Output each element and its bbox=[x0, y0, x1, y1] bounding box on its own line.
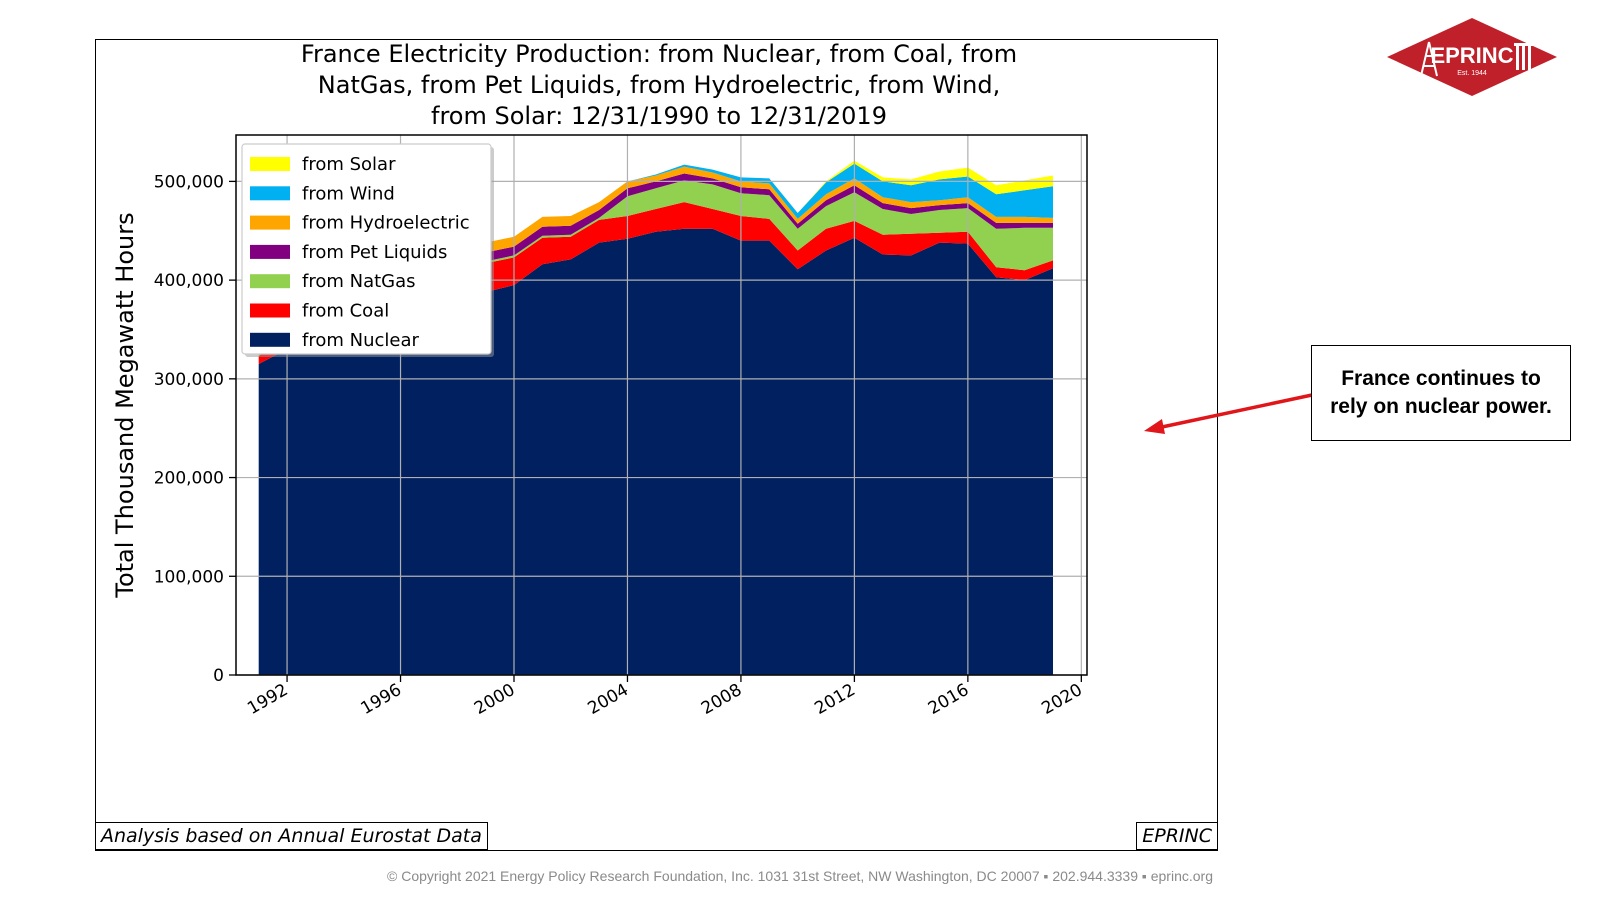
x-tick-label: 1996 bbox=[358, 680, 405, 719]
y-tick-label: 300,000 bbox=[154, 370, 224, 390]
chart-title-line: France Electricity Production: from Nucl… bbox=[301, 40, 1017, 68]
x-tick-label: 2012 bbox=[811, 680, 858, 719]
x-tick-label: 2008 bbox=[698, 680, 745, 719]
legend-swatch bbox=[250, 332, 290, 347]
legend-label: from Coal bbox=[302, 301, 389, 322]
logo-wordmark: EPRINC bbox=[1430, 43, 1513, 68]
x-tick-label: 2000 bbox=[471, 680, 518, 719]
callout-arrow bbox=[1144, 393, 1313, 434]
legend-label: from Nuclear bbox=[302, 330, 419, 351]
source-brand: EPRINC bbox=[1136, 822, 1218, 850]
x-tick-label: 2020 bbox=[1038, 680, 1085, 719]
legend-swatch bbox=[250, 244, 290, 259]
copyright-footer: © Copyright 2021 Energy Policy Research … bbox=[387, 868, 1213, 884]
y-axis-label: Total Thousand Megawatt Hours bbox=[111, 212, 139, 598]
legend: from Solar from Wind from Hydroelectric fro… bbox=[241, 143, 494, 357]
legend-box bbox=[241, 143, 492, 355]
y-tick-label: 500,000 bbox=[154, 172, 224, 192]
chart-title-line: NatGas, from Pet Liquids, from Hydroelec… bbox=[318, 71, 1000, 99]
legend-label: from Solar bbox=[302, 154, 396, 175]
chart-title-line: from Solar: 12/31/1990 to 12/31/2019 bbox=[431, 102, 887, 130]
legend-swatch bbox=[250, 274, 290, 289]
legend-label: from Pet Liquids bbox=[302, 242, 447, 263]
y-tick-label: 0 bbox=[213, 666, 224, 686]
legend-label: from NatGas bbox=[302, 271, 416, 292]
x-tick-label: 2016 bbox=[925, 680, 972, 719]
chart-figure: France Electricity Production: from Nucl… bbox=[95, 39, 1218, 851]
area-from-solar bbox=[258, 160, 1053, 340]
legend-label: from Wind bbox=[302, 183, 395, 204]
logo-est: Est. 1944 bbox=[1457, 70, 1487, 77]
x-tick-label: 1992 bbox=[244, 680, 291, 719]
legend-swatch bbox=[250, 186, 290, 201]
legend-swatch bbox=[250, 303, 290, 318]
callout-box: France continues to rely on nuclear powe… bbox=[1311, 345, 1571, 441]
chart-canvas: France Electricity Production: from Nucl… bbox=[111, 40, 1088, 719]
x-tick-label: 2004 bbox=[584, 680, 631, 719]
y-tick-label: 400,000 bbox=[154, 271, 224, 291]
eprinc-logo: EPRINC Est. 1944 bbox=[1387, 18, 1557, 96]
legend-label: from Hydroelectric bbox=[302, 213, 470, 234]
chart-title: France Electricity Production: from Nucl… bbox=[301, 40, 1017, 130]
legend-swatch bbox=[250, 215, 290, 230]
legend-swatch bbox=[250, 157, 290, 171]
source-note: Analysis based on Annual Eurostat Data bbox=[95, 822, 488, 850]
y-tick-label: 100,000 bbox=[154, 567, 224, 587]
y-tick-label: 200,000 bbox=[154, 469, 224, 489]
plot-frame bbox=[235, 134, 1088, 676]
